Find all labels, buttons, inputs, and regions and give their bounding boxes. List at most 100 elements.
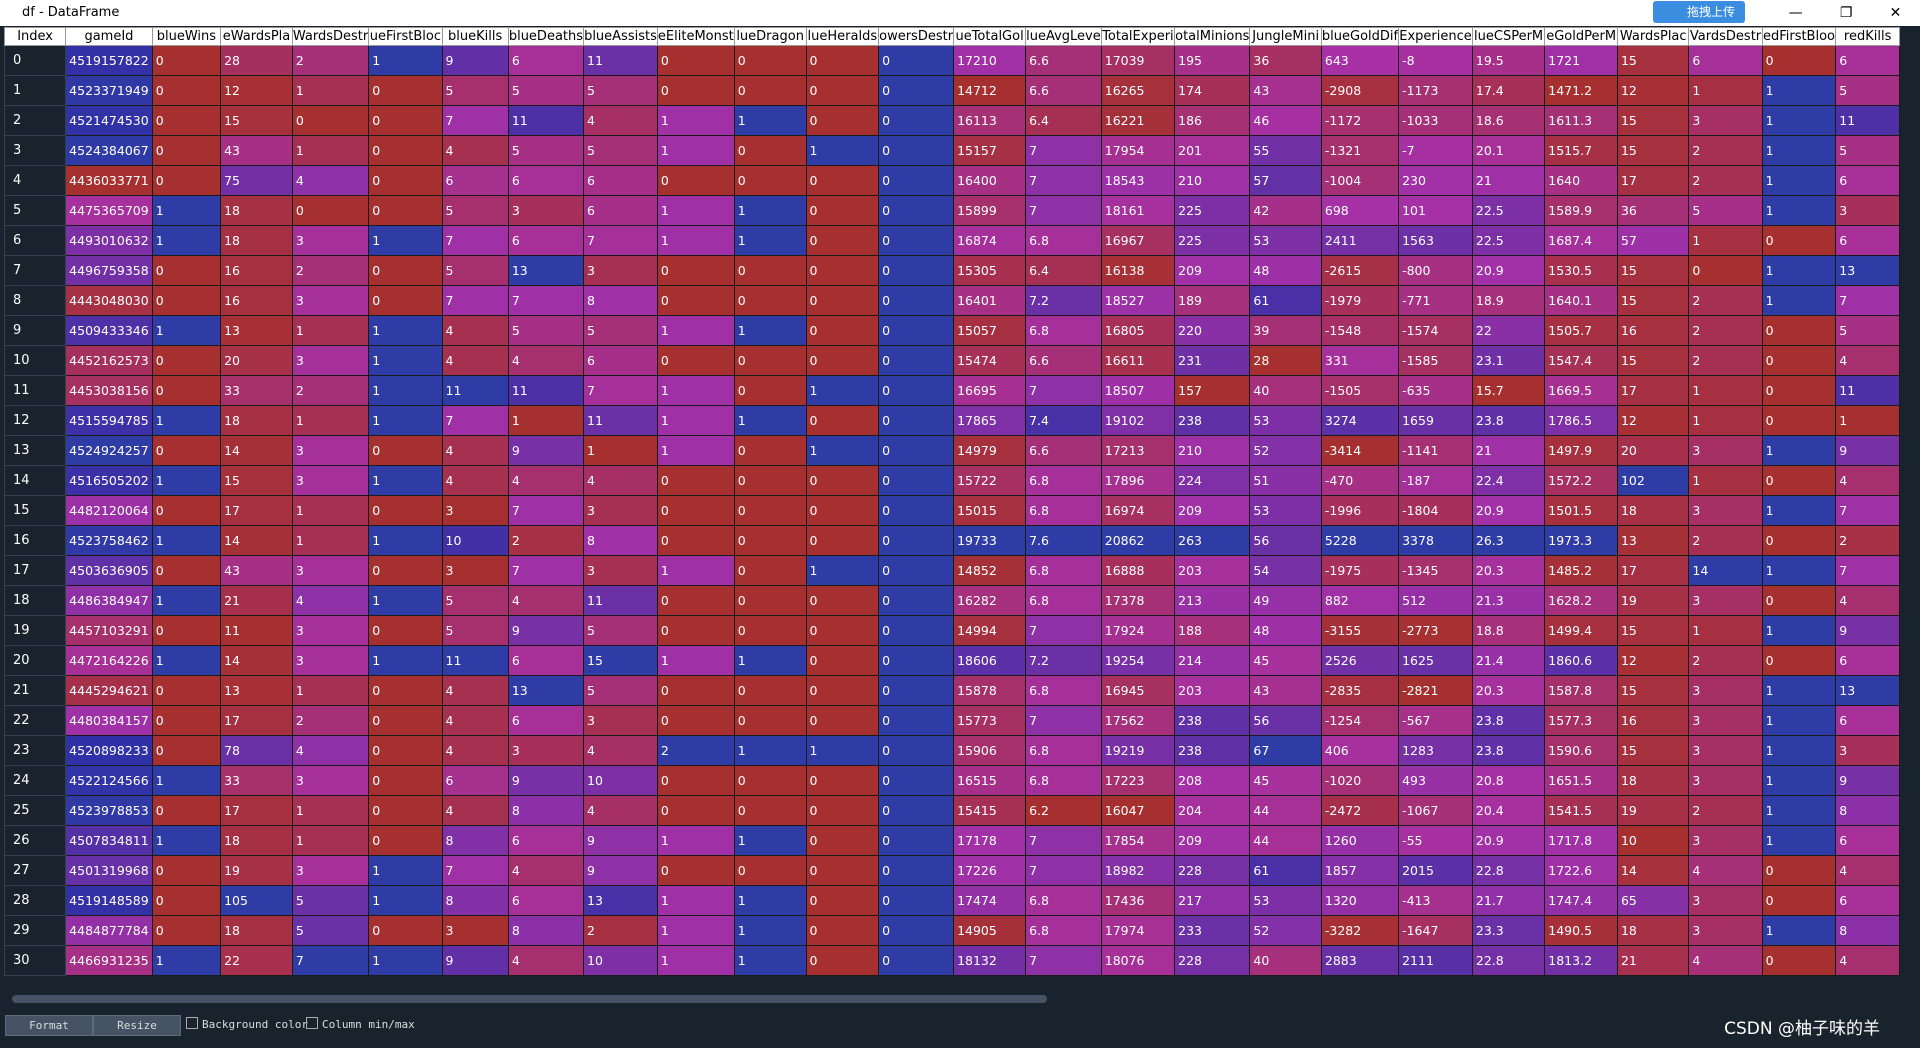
cell[interactable]: 16 <box>1616 705 1690 736</box>
cell[interactable]: 1 <box>1761 75 1837 106</box>
cell[interactable]: 1 <box>368 315 443 346</box>
cell[interactable]: 189 <box>1174 285 1251 316</box>
cell[interactable]: 4493010632 <box>65 225 153 256</box>
cell[interactable]: 16874 <box>953 225 1027 256</box>
cell[interactable]: 1 <box>805 735 880 766</box>
cell[interactable]: 217 <box>1174 885 1251 916</box>
cell[interactable]: 5 <box>1835 75 1900 106</box>
cell[interactable]: 0 <box>151 255 222 286</box>
cell[interactable]: 6.8 <box>1025 765 1102 796</box>
cell[interactable]: 5 <box>507 135 585 166</box>
cell[interactable]: 7 <box>507 285 585 316</box>
cell[interactable]: 3 <box>1688 915 1763 946</box>
cell[interactable]: 17436 <box>1100 885 1176 916</box>
column-header[interactable]: Experience <box>1398 27 1473 46</box>
cell[interactable]: 1 <box>291 405 370 436</box>
cell[interactable]: 11 <box>507 375 585 406</box>
cell[interactable]: 16138 <box>1100 255 1176 286</box>
cell[interactable]: 0 <box>878 765 955 796</box>
cell[interactable]: 0 <box>1761 375 1837 406</box>
cell[interactable]: 14979 <box>953 435 1027 466</box>
cell[interactable]: 0 <box>733 765 807 796</box>
cell[interactable]: 0 <box>733 75 807 106</box>
cell[interactable]: 2411 <box>1320 225 1400 256</box>
cell[interactable]: 6 <box>583 345 658 376</box>
cell[interactable]: 6.8 <box>1025 465 1102 496</box>
cell[interactable]: 0 <box>878 735 955 766</box>
cell[interactable]: 6.8 <box>1025 735 1102 766</box>
cell[interactable]: 0 <box>656 585 735 616</box>
cell[interactable]: 43 <box>220 135 293 166</box>
cell[interactable]: 3 <box>291 225 370 256</box>
cell[interactable]: 61 <box>1249 855 1322 886</box>
cell[interactable]: 1857 <box>1320 855 1400 886</box>
cell[interactable]: 17039 <box>1100 45 1176 76</box>
cell[interactable]: 17378 <box>1100 585 1176 616</box>
column-header[interactable]: blueWins <box>151 27 222 46</box>
cell[interactable]: 20.9 <box>1471 825 1546 856</box>
cell[interactable]: 0 <box>733 165 807 196</box>
cell[interactable]: 14 <box>220 435 293 466</box>
cell[interactable]: 3 <box>1688 765 1763 796</box>
cell[interactable]: 0 <box>1761 525 1837 556</box>
cell[interactable]: 0 <box>368 615 443 646</box>
cell[interactable]: 1 <box>656 375 735 406</box>
cell[interactable]: -470 <box>1320 465 1400 496</box>
cell[interactable]: 4521474530 <box>65 105 153 136</box>
cell[interactable]: 6 <box>507 165 585 196</box>
cell[interactable]: 4496759358 <box>65 255 153 286</box>
cell[interactable]: 0 <box>733 585 807 616</box>
cell[interactable]: 15305 <box>953 255 1027 286</box>
cell[interactable]: 201 <box>1174 135 1251 166</box>
cell[interactable]: 2 <box>1688 795 1763 826</box>
cell[interactable]: 18507 <box>1100 375 1176 406</box>
cell[interactable]: 15.7 <box>1471 375 1546 406</box>
cell[interactable]: 7 <box>1025 195 1102 226</box>
cell[interactable]: -8 <box>1398 45 1473 76</box>
cell[interactable]: 0 <box>878 75 955 106</box>
cell[interactable]: 55 <box>1249 135 1322 166</box>
cell[interactable]: 3 <box>583 255 658 286</box>
cell[interactable]: 18 <box>220 195 293 226</box>
cell[interactable]: 18 <box>1616 495 1690 526</box>
cell[interactable]: 0 <box>733 555 807 586</box>
cell[interactable]: 78 <box>220 735 293 766</box>
cell[interactable]: -567 <box>1398 705 1473 736</box>
cell[interactable]: 17213 <box>1100 435 1176 466</box>
cell[interactable]: 43 <box>1249 675 1322 706</box>
cell[interactable]: 0 <box>805 465 880 496</box>
cell[interactable]: 0 <box>151 915 222 946</box>
cell[interactable]: 6.8 <box>1025 495 1102 526</box>
cell[interactable]: 11 <box>583 405 658 436</box>
cell[interactable]: 1572.2 <box>1544 465 1618 496</box>
cell[interactable]: 203 <box>1174 675 1251 706</box>
cell[interactable]: 6.8 <box>1025 675 1102 706</box>
cell[interactable]: 1590.6 <box>1544 735 1618 766</box>
cell[interactable]: 0 <box>733 855 807 886</box>
cell[interactable]: -1548 <box>1320 315 1400 346</box>
cell[interactable]: 0 <box>368 495 443 526</box>
cell[interactable]: 4 <box>441 705 509 736</box>
cell[interactable]: 4 <box>441 315 509 346</box>
cell[interactable]: 4524384067 <box>65 135 153 166</box>
cell[interactable]: 0 <box>878 405 955 436</box>
cell[interactable]: 0 <box>368 165 443 196</box>
cell[interactable]: 6.8 <box>1025 225 1102 256</box>
cell[interactable]: 0 <box>733 675 807 706</box>
cell[interactable]: 5 <box>583 315 658 346</box>
cell[interactable]: -2835 <box>1320 675 1400 706</box>
cell[interactable]: 209 <box>1174 495 1251 526</box>
cell[interactable]: 6 <box>1835 705 1900 736</box>
cell[interactable]: 3 <box>1688 675 1763 706</box>
cell[interactable]: 1687.4 <box>1544 225 1618 256</box>
cell[interactable]: 16 <box>220 255 293 286</box>
cell[interactable]: 0 <box>805 255 880 286</box>
cell[interactable]: 18606 <box>953 645 1027 676</box>
cell[interactable]: 11 <box>507 105 585 136</box>
cell[interactable]: 6.4 <box>1025 105 1102 136</box>
cell[interactable]: 0 <box>805 855 880 886</box>
cell[interactable]: 6 <box>1835 165 1900 196</box>
cell[interactable]: 0 <box>805 165 880 196</box>
cell[interactable]: -3282 <box>1320 915 1400 946</box>
cell[interactable]: 6 <box>1835 885 1900 916</box>
